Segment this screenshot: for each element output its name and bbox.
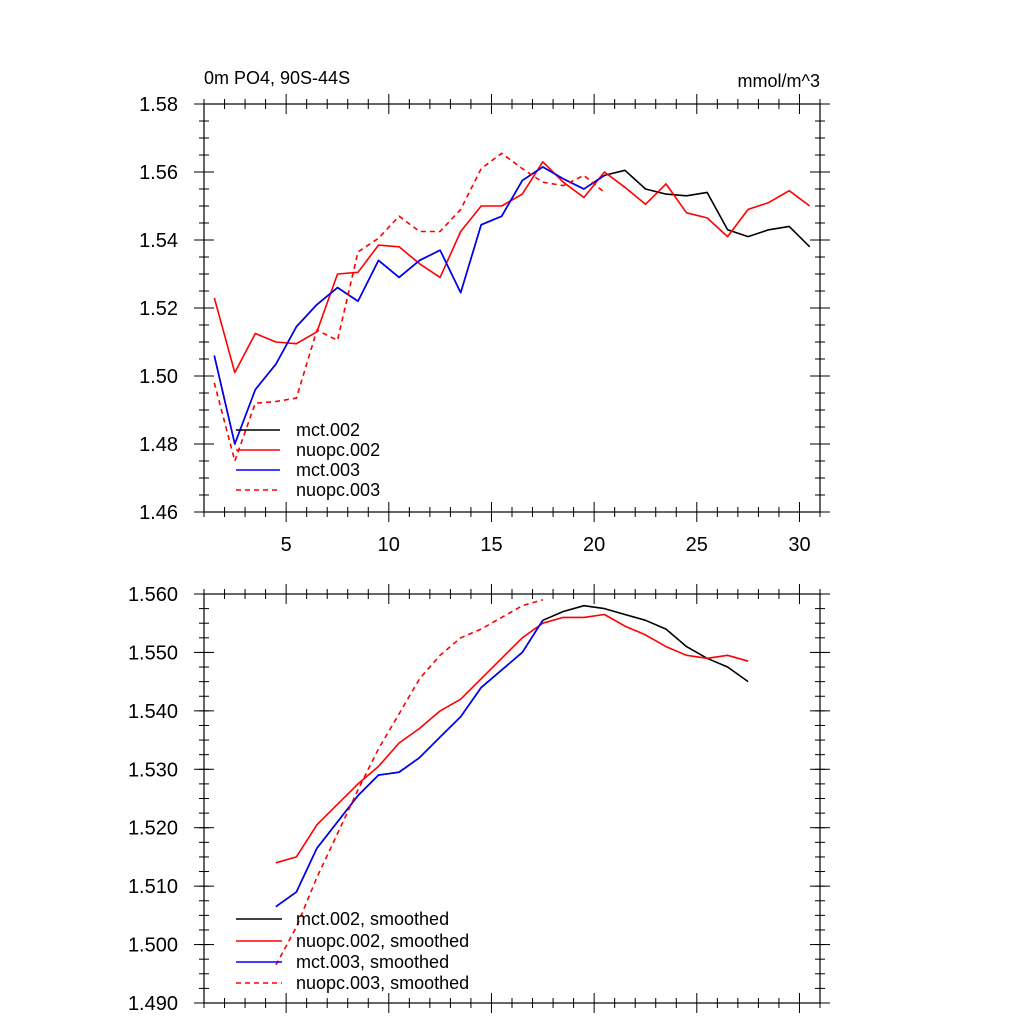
y-tick-label: 1.560 xyxy=(128,584,178,606)
y-tick-label: 1.520 xyxy=(128,818,178,840)
x-tick-label: 30 xyxy=(788,534,810,556)
y-tick-label: 1.50 xyxy=(139,366,178,388)
x-tick-label: 5 xyxy=(281,534,292,556)
legend-label: nuopc.003 xyxy=(296,480,380,500)
bottom-chart: 1.490 1.500 1.510 1.520 1.530 1.540 1.550 1.560… xyxy=(128,584,830,1015)
series-line-nuopc-003-smoothed xyxy=(275,599,544,966)
top-chart-title: 0m PO4, 90S-44S xyxy=(204,68,350,88)
y-tick-label: 1.510 xyxy=(128,876,178,898)
legend-label: mct.002, smoothed xyxy=(296,909,449,929)
x-tick-label: 15 xyxy=(480,534,502,556)
top-chart: 0m PO4, 90S-44S mmol/m^3 5 10 15 20 25 30 1.46… xyxy=(139,68,830,556)
y-tick-label: 1.56 xyxy=(139,162,178,184)
legend-label: mct.003, smoothed xyxy=(296,952,449,972)
x-tick-label: 10 xyxy=(378,534,400,556)
legend-label: mct.003 xyxy=(296,460,360,480)
legend-label: nuopc.002 xyxy=(296,440,380,460)
y-tick-label: 1.54 xyxy=(139,230,178,252)
legend-label: mct.002 xyxy=(296,420,360,440)
y-tick-label: 1.52 xyxy=(139,298,178,320)
top-plot-area: 5 10 15 20 25 30 1.46 1.48 1.50 1.52 1.54 1.56 1.58 m… xyxy=(139,94,830,556)
y-tick-label: 1.540 xyxy=(128,701,178,723)
series-line-nuopc-002 xyxy=(213,161,811,374)
series-line-mct-003 xyxy=(213,166,605,445)
series-line-nuopc-003 xyxy=(213,152,605,462)
y-tick-label: 1.500 xyxy=(128,935,178,957)
y-tick-label: 1.48 xyxy=(139,434,178,456)
legend-label: nuopc.003, smoothed xyxy=(296,973,469,993)
y-tick-label: 1.46 xyxy=(139,502,178,524)
legend-label: nuopc.002, smoothed xyxy=(296,931,469,951)
y-tick-label: 1.490 xyxy=(128,993,178,1015)
series-line-mct-003-smoothed xyxy=(275,619,544,908)
bottom-plot-area: 1.490 1.500 1.510 1.520 1.530 1.540 1.550 1.560… xyxy=(128,584,830,1015)
x-tick-label: 20 xyxy=(583,534,605,556)
series-line-nuopc-002-smoothed xyxy=(275,613,749,864)
y-tick-label: 1.550 xyxy=(128,642,178,664)
top-chart-units: mmol/m^3 xyxy=(738,71,820,91)
x-tick-label: 25 xyxy=(686,534,708,556)
y-tick-label: 1.530 xyxy=(128,759,178,781)
y-tick-label: 1.58 xyxy=(139,94,178,116)
